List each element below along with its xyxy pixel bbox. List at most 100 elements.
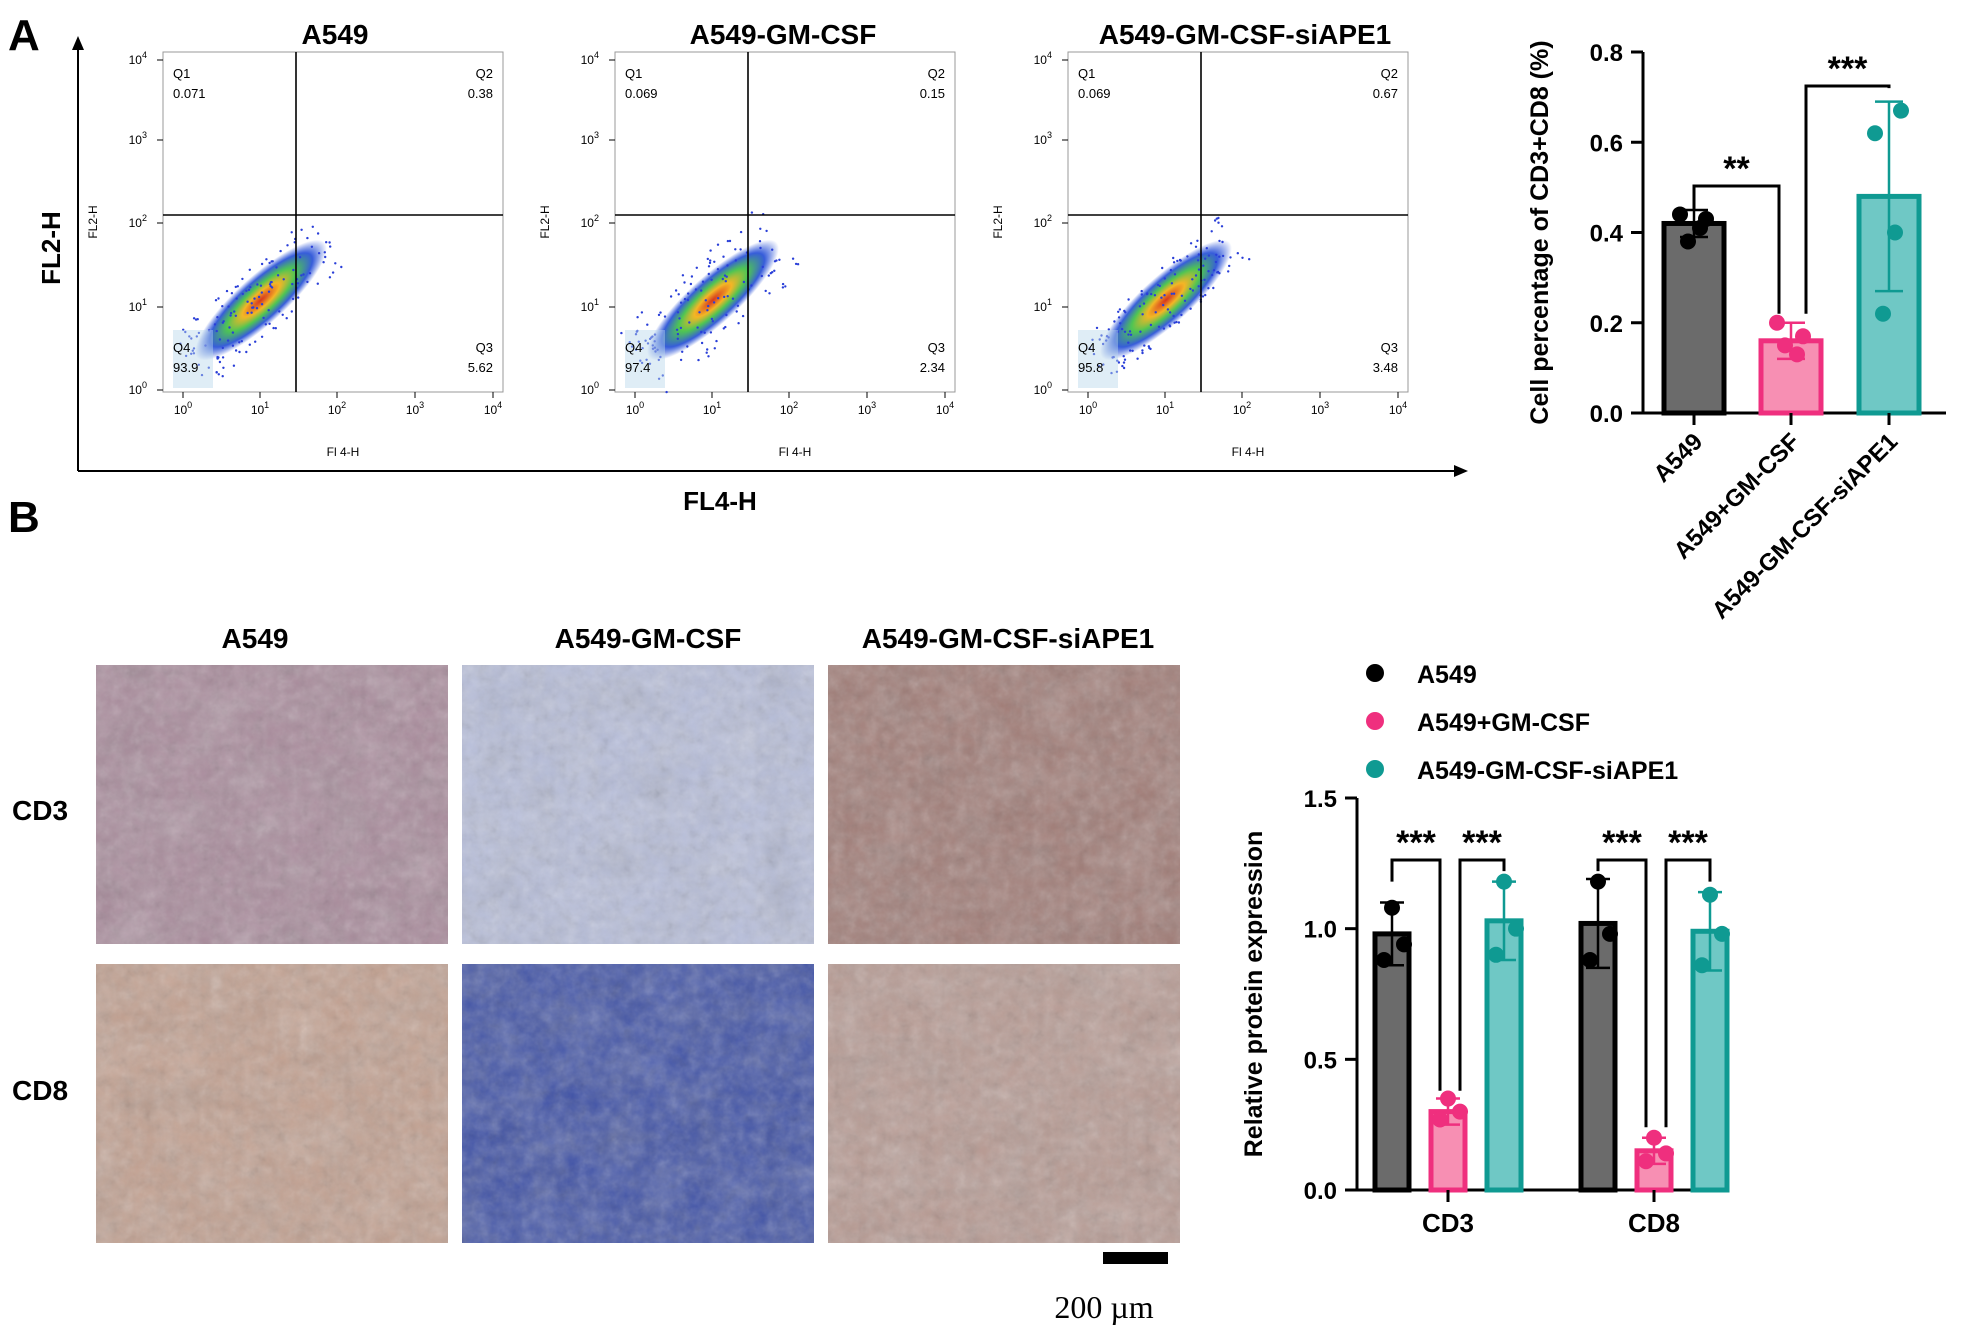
event-dot <box>674 289 678 292</box>
y-tick-label: 102 <box>129 213 147 230</box>
event-dot <box>648 362 652 365</box>
x-tick-label: CD8 <box>1628 1208 1680 1238</box>
event-dot <box>267 309 270 312</box>
event-dot <box>1166 308 1170 311</box>
event-dot <box>260 262 264 266</box>
event-dot <box>761 265 764 269</box>
bar <box>1856 193 1922 416</box>
event-dot <box>688 321 691 324</box>
event-dot <box>1210 230 1213 233</box>
event-dot <box>700 341 704 345</box>
event-dot <box>291 297 295 301</box>
x-tick-label: 103 <box>1311 400 1329 417</box>
event-dot <box>1154 311 1157 314</box>
event-dot <box>251 306 254 309</box>
event-dot <box>1138 305 1142 308</box>
significance-bracket <box>1692 184 1781 314</box>
event-dot <box>253 297 256 300</box>
flow-plots: A549Q10.071Q20.38Q35.62Q493.910010010110… <box>86 19 1409 459</box>
event-dot <box>260 303 264 306</box>
event-dot <box>634 348 638 351</box>
event-dot <box>1180 313 1183 317</box>
x-tick-label: 104 <box>484 400 502 417</box>
ihc-row-label-cd3: CD3 <box>12 795 68 826</box>
event-dot <box>640 361 644 365</box>
event-dot <box>192 352 196 355</box>
x-tick-label: 103 <box>858 400 876 417</box>
event-dot <box>713 347 716 350</box>
event-dot <box>328 276 332 279</box>
event-dot <box>759 227 762 230</box>
legend-label: A549+GM-CSF <box>1417 709 1590 737</box>
significance-label: ** <box>1723 150 1750 188</box>
legend-label: A549-GM-CSF-siAPE1 <box>1417 757 1678 785</box>
y-tick-label: 0.0 <box>1304 1178 1337 1205</box>
event-dot <box>207 329 211 332</box>
event-dot <box>641 347 644 350</box>
flow-plot-title: A549-GM-CSF <box>690 19 877 50</box>
event-dot <box>286 244 289 247</box>
data-point <box>1702 886 1718 903</box>
event-dot <box>1092 352 1096 356</box>
event-dot <box>635 330 638 333</box>
event-dot <box>316 232 320 235</box>
event-dot <box>221 346 224 350</box>
event-dot <box>1216 270 1220 274</box>
event-dot <box>269 281 272 284</box>
event-dot <box>628 341 631 344</box>
legend-marker <box>1366 760 1384 778</box>
y-tick-label: 0.4 <box>1590 221 1624 248</box>
event-dot <box>1172 261 1176 264</box>
event-dot <box>737 322 740 325</box>
event-dot <box>1118 308 1122 311</box>
micrograph-stain-texture <box>96 665 448 944</box>
quadrant-q3-label: Q3 <box>476 340 493 355</box>
event-dot <box>217 297 220 300</box>
data-point <box>1396 936 1412 953</box>
scale-bar: 200 µm <box>1054 1252 1168 1325</box>
flow-plot-xlabel: Fl 4-H <box>1232 445 1265 459</box>
event-dot <box>1169 268 1173 272</box>
significance-label: *** <box>1462 824 1502 862</box>
event-dot <box>778 258 781 261</box>
event-dot <box>230 292 234 295</box>
event-dot <box>217 373 220 376</box>
quadrant-q3-label: Q3 <box>1381 340 1398 355</box>
flow-plot-title: A549-GM-CSF-siAPE1 <box>1099 19 1392 50</box>
event-dot <box>192 317 196 320</box>
event-dot <box>216 316 219 319</box>
event-dot <box>724 325 727 329</box>
y-tick-label: 0.6 <box>1590 130 1623 157</box>
event-dot <box>767 274 770 277</box>
outer-x-arrow-icon <box>1454 465 1468 477</box>
scale-bar-line <box>1103 1252 1168 1264</box>
y-tick-label: 103 <box>1034 130 1052 147</box>
event-dot <box>1140 293 1144 296</box>
event-dot <box>1241 256 1244 259</box>
event-dot <box>726 295 729 298</box>
event-dot <box>234 314 237 317</box>
event-dot <box>651 335 654 338</box>
event-dot <box>1191 289 1195 292</box>
event-dot <box>764 289 767 293</box>
event-dot <box>1124 311 1127 314</box>
event-dot <box>796 263 800 266</box>
event-dot <box>234 349 238 352</box>
event-dot <box>298 256 302 259</box>
event-dot <box>207 366 210 369</box>
x-tick-label: 101 <box>703 400 721 417</box>
event-dot <box>659 311 662 314</box>
event-dot <box>215 371 218 374</box>
y-tick-label: 101 <box>129 297 147 314</box>
event-dot <box>257 295 261 299</box>
event-dot <box>683 281 686 284</box>
event-dot <box>651 344 654 347</box>
data-point <box>1582 952 1598 969</box>
event-dot <box>742 280 746 284</box>
data-point <box>1496 873 1512 890</box>
event-dot <box>1088 347 1092 350</box>
flow-plot-ylabel: FL2-H <box>538 205 552 238</box>
event-dot <box>773 269 776 272</box>
y-axis-label: Relative protein expression <box>1240 831 1268 1158</box>
event-dot <box>275 266 278 269</box>
